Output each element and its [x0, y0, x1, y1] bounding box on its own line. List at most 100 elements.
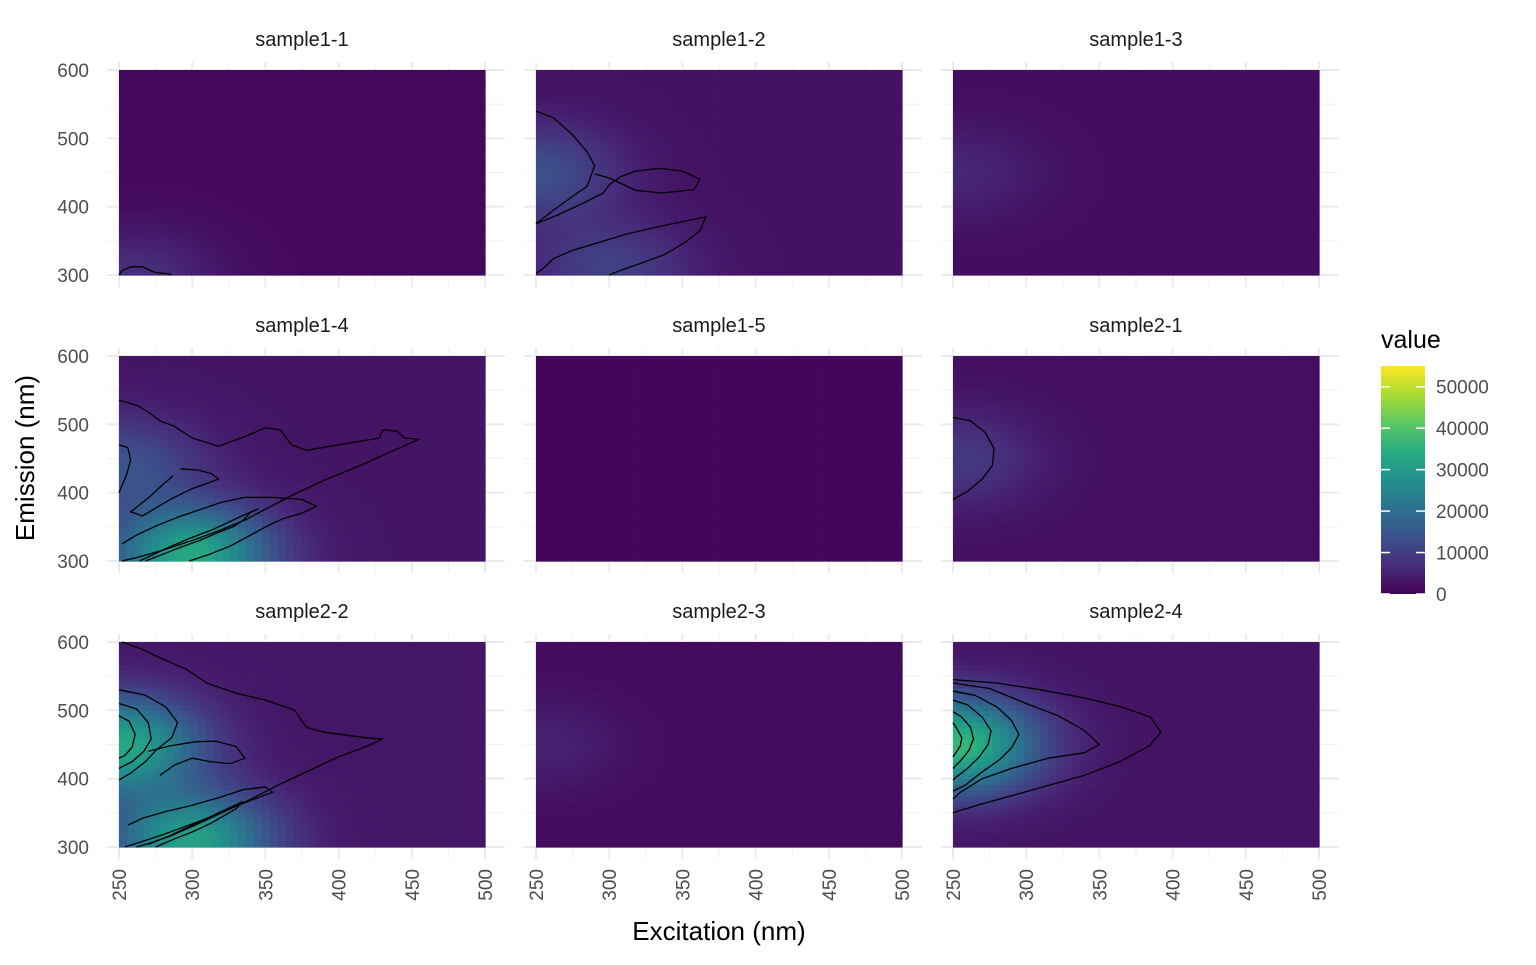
heatmap-cell: [1255, 235, 1264, 241]
heatmap-cell: [552, 150, 561, 156]
heatmap-cell: [159, 81, 168, 87]
heatmap-cell: [655, 207, 664, 213]
heatmap-cell: [1136, 87, 1145, 93]
heatmap-cell: [727, 116, 736, 122]
heatmap-cell: [830, 229, 839, 235]
heatmap-cell: [552, 138, 561, 144]
heatmap-cell: [421, 121, 430, 127]
heatmap-cell: [608, 155, 617, 161]
heatmap-cell: [445, 207, 454, 213]
heatmap-cell: [1184, 133, 1193, 139]
heatmap-cell: [183, 269, 192, 275]
heatmap-cell: [985, 76, 994, 82]
heatmap-cell: [592, 116, 601, 122]
heatmap-cell: [624, 201, 633, 207]
heatmap-cell: [127, 93, 136, 99]
heatmap-cell: [791, 167, 800, 173]
heatmap-cell: [1104, 150, 1113, 156]
heatmap-cell: [278, 201, 287, 207]
heatmap-cell: [695, 98, 704, 104]
heatmap-cell: [167, 87, 176, 93]
heatmap-cell: [647, 93, 656, 99]
heatmap-cell: [536, 224, 545, 230]
heatmap-cell: [214, 235, 223, 241]
heatmap-cell: [985, 235, 994, 241]
heatmap-cell: [759, 178, 768, 184]
heatmap-cell: [631, 161, 640, 167]
heatmap-cell: [985, 155, 994, 161]
heatmap-cell: [1216, 70, 1225, 76]
heatmap-cell: [592, 247, 601, 253]
heatmap-cell: [878, 201, 887, 207]
y-tick-label: 300: [57, 266, 89, 287]
heatmap-cell: [886, 167, 895, 173]
heatmap-cell: [993, 184, 1002, 190]
heatmap-cell: [1088, 212, 1097, 218]
heatmap-cell: [1025, 235, 1034, 241]
heatmap-cell: [1216, 133, 1225, 139]
heatmap-cell: [191, 207, 200, 213]
heatmap-cell: [767, 138, 776, 144]
heatmap-cell: [278, 81, 287, 87]
heatmap-cell: [413, 252, 422, 258]
heatmap-cell: [453, 195, 462, 201]
heatmap-cell: [326, 93, 335, 99]
heatmap-cell: [663, 218, 672, 224]
heatmap-cell: [453, 87, 462, 93]
heatmap-cell: [270, 144, 279, 150]
heatmap-cell: [894, 178, 903, 184]
heatmap-cell: [536, 150, 545, 156]
heatmap-cell: [191, 264, 200, 270]
heatmap-cell: [1255, 258, 1264, 264]
heatmap-cell: [191, 70, 200, 76]
heatmap-cell: [350, 190, 359, 196]
heatmap-cell: [878, 150, 887, 156]
heatmap-cell: [477, 155, 486, 161]
heatmap-cell: [799, 167, 808, 173]
heatmap-cell: [246, 247, 255, 253]
heatmap-cell: [199, 229, 208, 235]
heatmap-cell: [1064, 264, 1073, 270]
heatmap-cell: [390, 138, 399, 144]
heatmap-cell: [759, 127, 768, 133]
heatmap-cell: [767, 167, 776, 173]
heatmap-cell: [663, 184, 672, 190]
heatmap-cell: [830, 252, 839, 258]
heatmap-cell: [600, 93, 609, 99]
heatmap-cell: [143, 150, 152, 156]
heatmap-cell: [878, 269, 887, 275]
heatmap-cell: [568, 93, 577, 99]
heatmap-cell: [461, 93, 470, 99]
heatmap-cell: [647, 121, 656, 127]
heatmap-cell: [711, 184, 720, 190]
heatmap-cell: [1216, 167, 1225, 173]
heatmap-cell: [1144, 161, 1153, 167]
heatmap-cell: [759, 184, 768, 190]
heatmap-cell: [397, 173, 406, 179]
heatmap-cell: [390, 76, 399, 82]
heatmap-cell: [1128, 167, 1137, 173]
heatmap-cell: [814, 229, 823, 235]
heatmap-cell: [397, 167, 406, 173]
heatmap-cell: [1279, 144, 1288, 150]
heatmap-cell: [799, 269, 808, 275]
heatmap-cell: [326, 167, 335, 173]
heatmap-cell: [1056, 144, 1065, 150]
heatmap-cell: [254, 93, 263, 99]
heatmap-cell: [1263, 195, 1272, 201]
heatmap-cell: [1152, 218, 1161, 224]
heatmap-cell: [1009, 150, 1018, 156]
heatmap-cell: [270, 207, 279, 213]
heatmap-cell: [969, 155, 978, 161]
heatmap-cell: [366, 81, 375, 87]
heatmap-cell: [1176, 190, 1185, 196]
heatmap-cell: [207, 144, 216, 150]
heatmap-cell: [838, 167, 847, 173]
facet-strip-title: sample1-2: [672, 29, 765, 51]
heatmap-cell: [1303, 178, 1312, 184]
heatmap-cell: [1208, 76, 1217, 82]
heatmap-cell: [759, 93, 768, 99]
heatmap-cell: [413, 121, 422, 127]
heatmap-cell: [799, 173, 808, 179]
heatmap-cell: [191, 241, 200, 247]
